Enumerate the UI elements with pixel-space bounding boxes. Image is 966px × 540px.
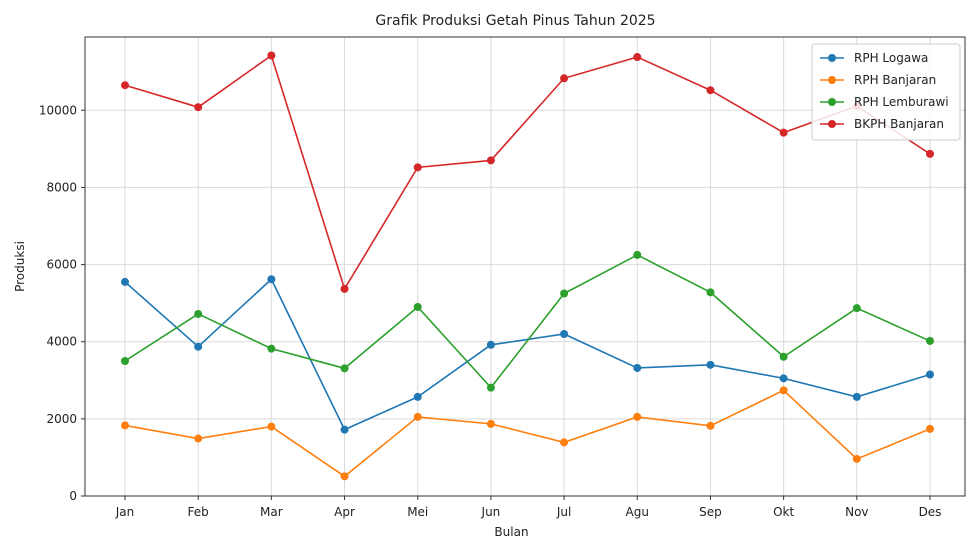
x-tick-label: Apr xyxy=(334,505,355,519)
data-point xyxy=(194,309,203,318)
y-tick-label: 2000 xyxy=(46,412,77,426)
data-point xyxy=(706,86,715,95)
data-point xyxy=(413,303,422,311)
legend-box xyxy=(811,43,961,141)
data-point xyxy=(413,163,422,172)
x-tick-label: Jul xyxy=(556,505,571,519)
data-point xyxy=(852,454,861,463)
data-point xyxy=(413,392,422,401)
series-group xyxy=(121,51,934,481)
data-point xyxy=(706,421,715,430)
data-point xyxy=(926,424,934,433)
data-point xyxy=(340,364,349,373)
data-point xyxy=(194,103,203,112)
x-tick-label: Okt xyxy=(773,505,794,519)
x-tick-label: Agu xyxy=(626,505,649,519)
data-point xyxy=(340,472,349,481)
data-point xyxy=(121,277,129,286)
data-point xyxy=(486,156,495,165)
plot-frame xyxy=(84,36,966,497)
data-point xyxy=(194,434,203,443)
legend-item: RPH Lemburawi xyxy=(820,95,949,109)
y-tick-label: 6000 xyxy=(46,258,77,272)
data-point xyxy=(121,81,129,90)
x-tick-label: Sep xyxy=(699,505,722,519)
chart-title: Grafik Produksi Getah Pinus Tahun 2025 xyxy=(375,13,655,29)
legend-label: RPH Banjaran xyxy=(854,73,936,87)
data-point xyxy=(633,53,642,62)
axis-ticks: Jan Feb Mar Apr Mei Jun Jul Agu Sep Okt Nov Des 0 200… xyxy=(39,103,942,519)
data-point xyxy=(926,370,934,379)
data-point xyxy=(194,342,203,351)
x-tick-label: Des xyxy=(919,505,942,519)
data-point xyxy=(926,149,934,158)
legend: RPH Logawa RPH Banjaran RPH Lemburawi BKPH … xyxy=(811,43,961,141)
x-tick-label: Jan xyxy=(115,505,135,519)
data-point xyxy=(706,360,715,369)
series-line-rph-banjaran xyxy=(124,389,931,478)
data-point xyxy=(560,289,569,298)
y-tick-label: 4000 xyxy=(46,335,77,349)
legend-label: BKPH Banjaran xyxy=(854,117,944,131)
legend-swatch-marker xyxy=(828,98,836,106)
legend-label: RPH Lemburawi xyxy=(854,95,949,109)
x-tick-label: Feb xyxy=(188,505,209,519)
data-point xyxy=(267,275,276,284)
data-point xyxy=(779,386,788,395)
data-point xyxy=(486,383,495,392)
legend-swatch-marker xyxy=(828,76,836,84)
x-tick-label: Mei xyxy=(407,505,428,519)
data-point xyxy=(852,304,861,313)
data-point xyxy=(779,374,788,383)
data-point xyxy=(340,284,349,293)
series-rph-banjaran xyxy=(121,386,934,481)
data-point xyxy=(267,51,276,60)
x-tick-label: Mar xyxy=(260,505,283,519)
legend-swatch-marker xyxy=(828,54,836,62)
y-axis-title: Produksi xyxy=(13,241,27,292)
series-line-rph-logawa xyxy=(124,277,931,431)
data-point xyxy=(633,363,642,372)
data-point xyxy=(486,419,495,428)
series-line-rph-lemburawi xyxy=(124,254,931,389)
y-tick-label: 10000 xyxy=(39,103,77,117)
data-point xyxy=(560,74,569,83)
data-point xyxy=(926,336,934,345)
data-point xyxy=(560,330,569,338)
data-point xyxy=(706,288,715,297)
data-point xyxy=(121,357,129,365)
data-point xyxy=(633,412,642,421)
legend-item: RPH Logawa xyxy=(820,51,928,65)
data-point xyxy=(413,412,422,421)
data-point xyxy=(852,392,861,401)
x-tick-label: Nov xyxy=(845,505,868,519)
series-bkph-banjaran xyxy=(121,51,934,293)
y-tick-label: 0 xyxy=(69,489,77,503)
legend-swatch-marker xyxy=(828,120,836,128)
legend-item: BKPH Banjaran xyxy=(820,117,944,131)
x-axis-title: Bulan xyxy=(494,525,528,539)
data-point xyxy=(121,421,129,430)
data-point xyxy=(779,128,788,137)
y-tick-label: 8000 xyxy=(46,180,77,194)
series-rph-lemburawi xyxy=(121,250,934,392)
legend-label: RPH Logawa xyxy=(854,51,928,65)
legend-item: RPH Banjaran xyxy=(820,73,936,87)
data-point xyxy=(560,438,569,447)
x-tick-label: Jun xyxy=(481,505,501,519)
series-line-bkph-banjaran xyxy=(124,54,931,291)
data-point xyxy=(486,340,495,349)
series-rph-logawa xyxy=(121,275,934,434)
data-point xyxy=(340,425,349,434)
data-point xyxy=(779,352,788,361)
data-point xyxy=(267,422,276,431)
data-point xyxy=(633,250,642,259)
data-point xyxy=(267,344,276,353)
